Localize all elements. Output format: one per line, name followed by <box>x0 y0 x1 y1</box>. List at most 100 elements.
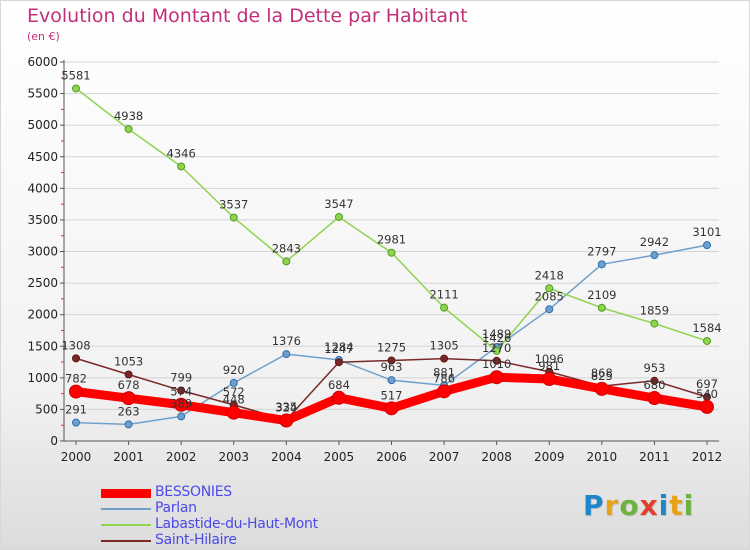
data-point <box>282 350 291 359</box>
data-label: 263 <box>118 404 140 418</box>
logo-letter: P <box>583 489 605 522</box>
data-label: 2111 <box>429 288 458 302</box>
data-point <box>647 391 662 406</box>
data-label: 881 <box>433 365 455 379</box>
data-label: 1247 <box>324 342 353 356</box>
data-point <box>331 390 346 405</box>
x-tick-label: 2011 <box>639 450 670 464</box>
data-label: 3547 <box>324 197 353 211</box>
y-tick-label: 4000 <box>27 181 58 195</box>
data-point <box>72 354 80 363</box>
data-label: 868 <box>591 366 613 380</box>
data-label: 335 <box>275 400 297 414</box>
data-label: 2981 <box>377 233 406 247</box>
data-label: 920 <box>223 363 245 377</box>
y-tick-label: 0 <box>50 434 58 448</box>
data-point <box>72 84 80 93</box>
logo-letter: o <box>619 489 640 522</box>
data-point <box>124 125 133 134</box>
x-tick-label: 2009 <box>534 450 565 464</box>
logo-letter: r <box>604 489 620 522</box>
data-label: 953 <box>643 361 665 375</box>
legend-label: Saint-Hilaire <box>155 532 237 548</box>
data-label: 799 <box>170 371 192 385</box>
data-point <box>597 260 606 269</box>
data-point <box>440 303 449 312</box>
x-tick-label: 2010 <box>587 450 618 464</box>
data-point <box>124 420 133 429</box>
data-point <box>542 372 557 387</box>
legend-swatch <box>101 524 151 526</box>
x-tick-label: 2006 <box>376 450 407 464</box>
data-label: 2085 <box>535 289 564 303</box>
x-tick-label: 2000 <box>61 450 92 464</box>
data-point <box>594 381 609 396</box>
data-label: 1426 <box>482 331 511 345</box>
data-label: 3101 <box>692 225 721 239</box>
data-point <box>545 284 554 293</box>
data-point <box>177 162 186 171</box>
y-tick-label: 500 <box>35 402 58 416</box>
y-tick-label: 6000 <box>27 55 58 69</box>
data-point <box>387 376 396 385</box>
x-tick-label: 2002 <box>166 450 197 464</box>
data-label: 684 <box>328 378 350 392</box>
data-label: 5581 <box>61 68 90 82</box>
y-tick-label: 3000 <box>27 245 58 259</box>
data-label: 697 <box>696 377 718 391</box>
data-point <box>121 391 136 406</box>
y-tick-label: 3500 <box>27 213 58 227</box>
legend-label: BESSONIES <box>155 484 232 500</box>
data-label: 782 <box>65 372 87 386</box>
data-point <box>437 384 452 399</box>
data-point <box>650 319 659 328</box>
data-label: 324 <box>275 401 297 415</box>
logo-letter: i <box>658 489 670 522</box>
data-point <box>650 376 659 385</box>
data-label: 291 <box>65 403 87 417</box>
data-point <box>124 370 133 379</box>
data-label: 1096 <box>535 352 564 366</box>
x-tick-label: 2004 <box>271 450 302 464</box>
data-point <box>387 248 396 257</box>
data-label: 1053 <box>114 354 143 368</box>
data-point <box>489 370 504 385</box>
y-tick-label: 5000 <box>27 118 58 132</box>
data-label: 574 <box>170 385 192 399</box>
legend-label: Labastide-du-Haut-Mont <box>155 516 318 532</box>
data-label: 678 <box>118 378 140 392</box>
x-tick-label: 2007 <box>429 450 460 464</box>
data-label: 1376 <box>272 334 301 348</box>
data-label: 963 <box>381 360 403 374</box>
data-label: 2942 <box>640 235 669 249</box>
data-point <box>440 354 449 363</box>
logo-letter: x <box>639 489 659 522</box>
data-point <box>384 401 399 416</box>
data-label: 2797 <box>587 244 616 258</box>
data-label: 448 <box>223 393 245 407</box>
data-label: 1305 <box>429 339 458 353</box>
logo-letter: t <box>669 489 684 522</box>
data-point <box>279 413 294 428</box>
data-point <box>334 212 343 221</box>
data-label: 786 <box>433 371 455 385</box>
data-point <box>174 397 189 412</box>
data-point <box>72 418 80 427</box>
data-label: 1284 <box>324 340 353 354</box>
data-label: 572 <box>223 385 245 399</box>
y-tick-label: 2500 <box>27 276 58 290</box>
data-point <box>177 412 186 421</box>
data-point <box>703 241 711 250</box>
data-label: 1308 <box>61 338 90 352</box>
data-label: 981 <box>538 359 560 373</box>
legend-swatch <box>101 540 151 542</box>
x-tick-label: 2003 <box>218 450 249 464</box>
logo-letter: i <box>683 489 695 522</box>
legend-swatch <box>101 488 151 498</box>
data-label: 1859 <box>640 304 669 318</box>
data-label: 517 <box>381 388 403 402</box>
chart-title: Evolution du Montant de la Dette par Hab… <box>27 5 468 27</box>
x-tick-label: 2008 <box>481 450 512 464</box>
